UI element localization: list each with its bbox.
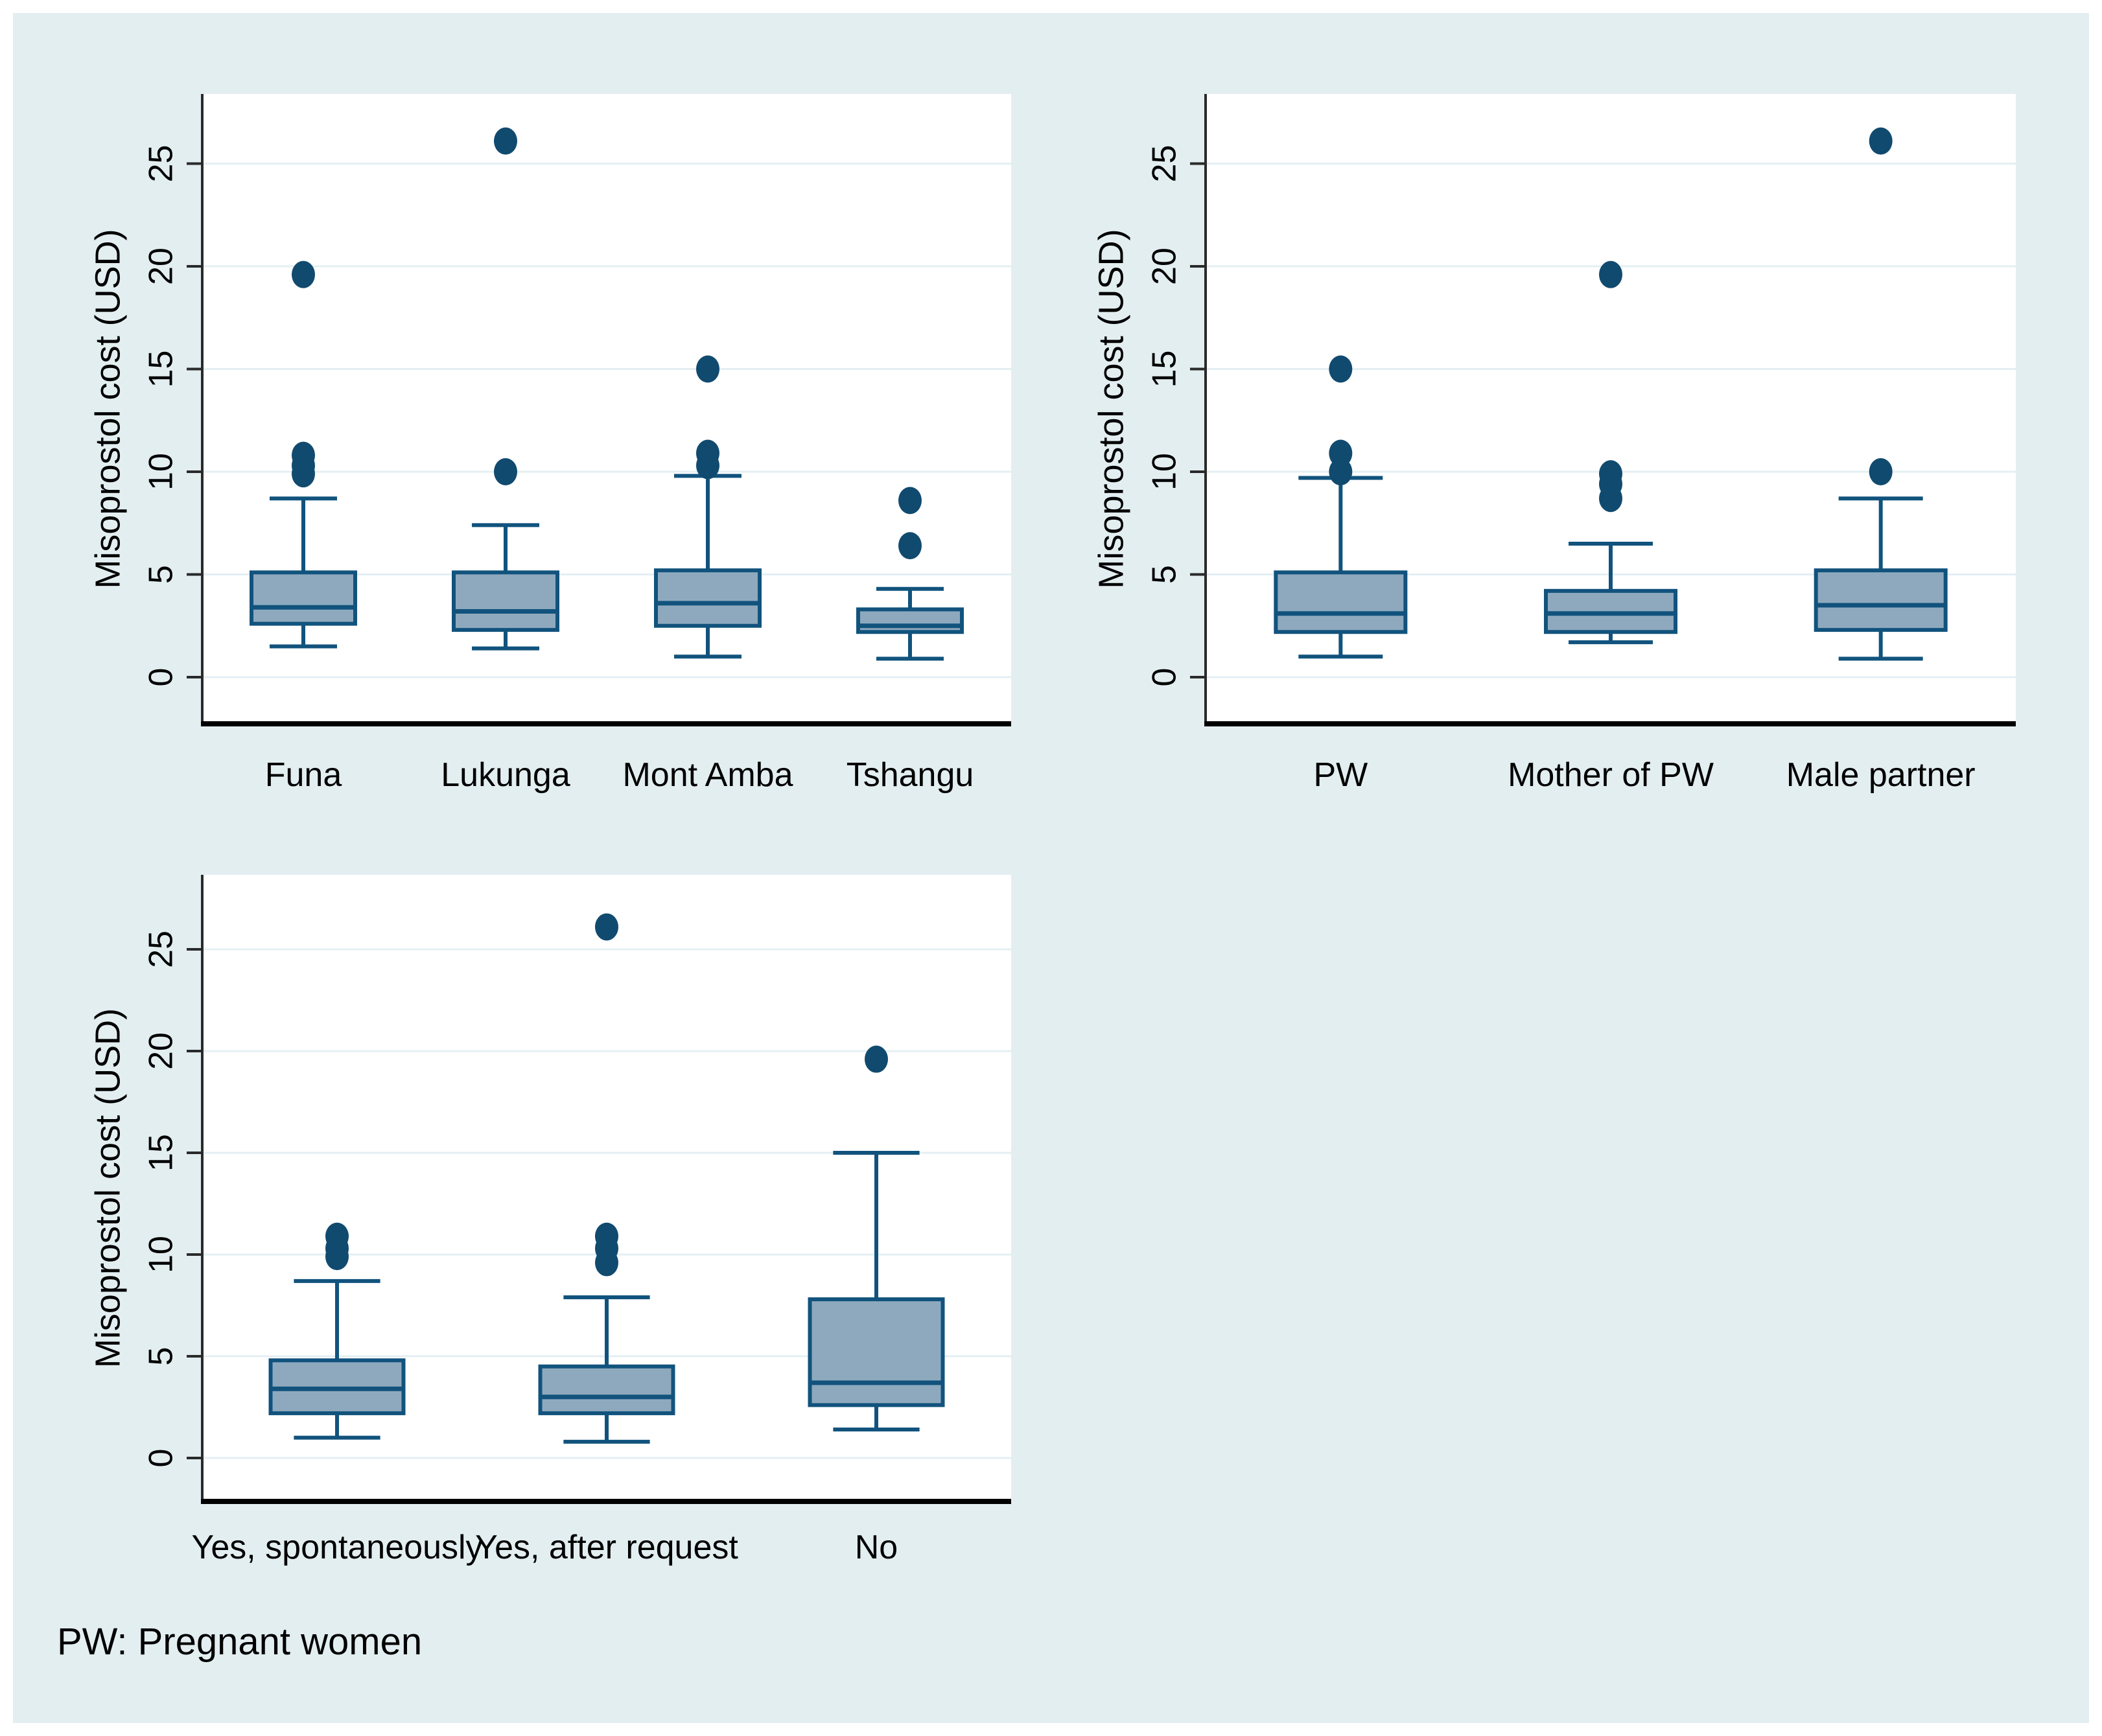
- outlier-dot: [292, 441, 315, 469]
- category-label-no: No: [855, 1529, 898, 1566]
- iqr-box: [654, 568, 762, 628]
- outlier-dot: [325, 1222, 349, 1250]
- outlier-dot: [898, 532, 922, 560]
- y-tick-label-5: 5: [143, 1347, 180, 1366]
- outlier-dot: [595, 1222, 618, 1250]
- y-tick-label-20: 20: [1146, 248, 1184, 285]
- y-tick-label-20: 20: [143, 248, 180, 285]
- category-label-male-partner: Male partner: [1786, 756, 1976, 794]
- y-tick-label-5: 5: [143, 565, 180, 584]
- box-tshangu: [856, 487, 964, 661]
- y-tick-label-25: 25: [1146, 145, 1184, 183]
- outlier-dot: [898, 487, 922, 515]
- box-male-partner: [1814, 127, 1948, 661]
- iqr-box: [452, 570, 559, 632]
- y-tick-label-15: 15: [1146, 351, 1184, 388]
- y-axis-title: Misoprostol cost (USD): [1092, 229, 1130, 588]
- outlier-dot: [865, 1045, 888, 1073]
- outlier-dot: [696, 355, 719, 383]
- y-tick-label-5: 5: [1146, 565, 1184, 584]
- y-tick-label-0: 0: [143, 668, 180, 687]
- iqr-box: [538, 1364, 675, 1415]
- category-label-tshangu: Tshangu: [847, 756, 974, 794]
- category-label-funa: Funa: [265, 756, 342, 794]
- outlier-dot: [595, 913, 618, 941]
- outlier-dot: [696, 439, 719, 467]
- y-axis-title: Misoprostol cost (USD): [88, 229, 127, 588]
- category-label-mother-of-pw: Mother of PW: [1508, 756, 1714, 794]
- y-tick-label-10: 10: [143, 453, 180, 491]
- outlier-dot: [292, 260, 315, 288]
- outlier-dot: [494, 127, 517, 155]
- outlier-dot: [1869, 458, 1893, 485]
- y-tick-label-0: 0: [1146, 668, 1184, 687]
- box-mother-of-pw: [1544, 260, 1677, 645]
- panel-by-respondent: 0 5 10 15 20 25 Misoprostol cost (USD) PW Mother…: [1092, 94, 2016, 794]
- y-tick-label-10: 10: [1146, 453, 1184, 491]
- y-tick-label-20: 20: [143, 1032, 180, 1070]
- outlier-dot: [1599, 260, 1622, 288]
- category-label-pw: PW: [1313, 756, 1368, 794]
- box-yes-after-request: [538, 913, 675, 1444]
- box-yes-spontaneously: [268, 1222, 406, 1440]
- panel-by-counselling: 0 5 10 15 20 25 Misoprostol cost (USD) Yes, spo…: [88, 875, 1011, 1566]
- y-tick-label-0: 0: [143, 1449, 180, 1468]
- box-no: [808, 1045, 945, 1432]
- y-tick-label-15: 15: [143, 1134, 180, 1172]
- outlier-dot: [1329, 355, 1353, 383]
- iqr-box: [1274, 570, 1408, 634]
- y-tick-label-10: 10: [143, 1236, 180, 1273]
- iqr-box: [808, 1297, 945, 1407]
- box-funa: [250, 260, 357, 649]
- box-mont-amba: [654, 355, 762, 659]
- iqr-box: [856, 607, 964, 634]
- outlier-dot: [494, 458, 517, 485]
- category-label-yes-spontaneously: Yes, spontaneously: [191, 1529, 482, 1566]
- category-label-yes-after-request: Yes, after request: [475, 1529, 738, 1566]
- box-pw: [1274, 355, 1408, 659]
- outlier-dot: [1329, 439, 1353, 467]
- footer-note: PW: Pregnant women: [57, 1621, 423, 1663]
- y-tick-label-15: 15: [143, 351, 180, 388]
- category-label-lukunga: Lukunga: [441, 756, 570, 794]
- outlier-dot: [1599, 460, 1622, 488]
- y-tick-label-25: 25: [143, 145, 180, 183]
- y-tick-label-25: 25: [143, 931, 180, 968]
- y-axis-title: Misoprostol cost (USD): [88, 1008, 127, 1368]
- category-label-mont-amba: Mont Amba: [622, 756, 793, 794]
- iqr-box: [250, 570, 357, 626]
- box-lukunga: [452, 127, 559, 651]
- iqr-box: [1814, 568, 1948, 632]
- outlier-dot: [1869, 127, 1893, 155]
- panel-by-district: 0 5 10 15 20 25 Misoprostol cost (USD) Funa Luku…: [88, 94, 1011, 794]
